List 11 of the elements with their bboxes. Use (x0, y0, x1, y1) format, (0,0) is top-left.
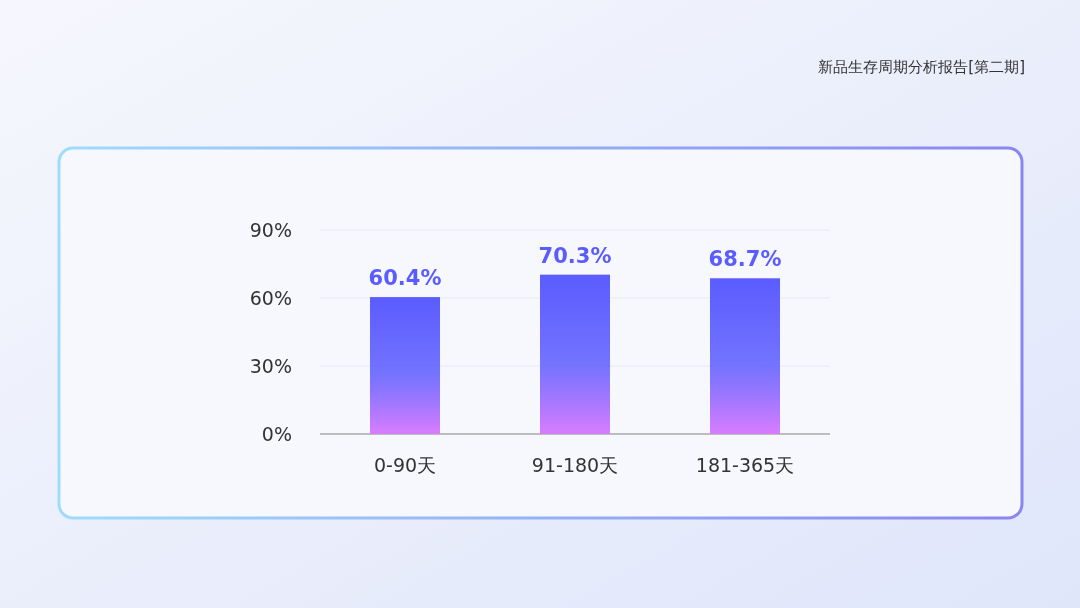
y-tick-label: 90% (249, 218, 292, 241)
data-label: 60.4% (368, 266, 442, 291)
data-label: 68.7% (708, 247, 782, 272)
x-tick-label: 181-365天 (695, 454, 795, 476)
text: 新品生存周期分析报告[第二期] (818, 58, 1025, 76)
y-tick-label: 30% (249, 354, 292, 377)
y-tick-label: 0% (261, 422, 292, 445)
x-tick-label: 91-180天 (531, 454, 619, 476)
data-label: 70.3% (538, 243, 612, 268)
y-tick-label: 60% (249, 286, 292, 309)
x-tick-label: 0-90天 (373, 454, 437, 476)
